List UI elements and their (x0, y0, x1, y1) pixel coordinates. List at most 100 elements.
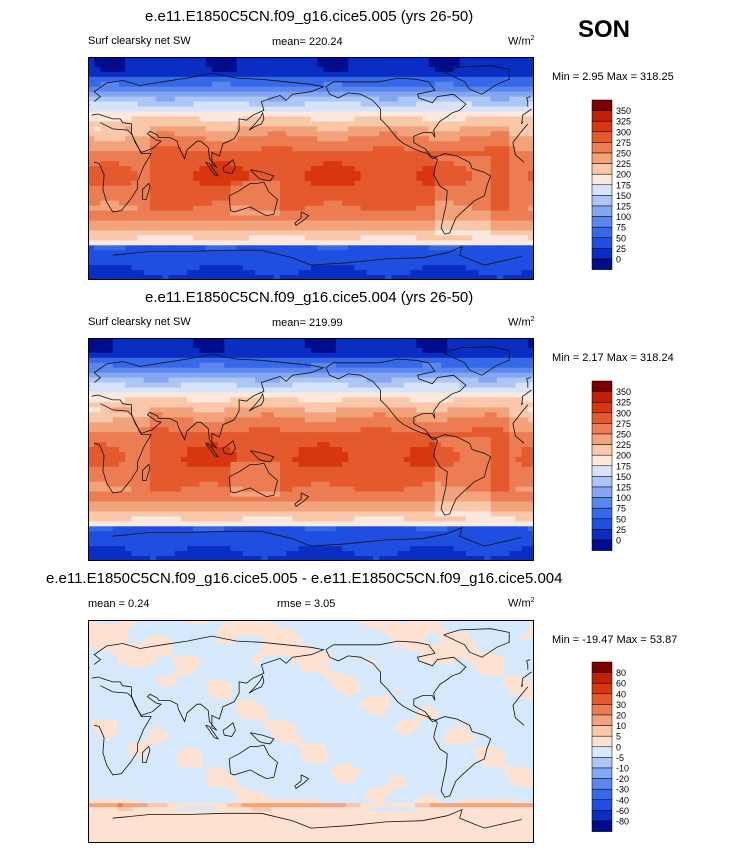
field-cell (267, 235, 275, 241)
field-cell (341, 352, 349, 359)
field-cell (304, 342, 312, 349)
field-cell (174, 342, 182, 349)
field-cell (379, 81, 386, 88)
field-cell (261, 215, 269, 222)
field-cell (422, 442, 430, 448)
field-cell (230, 382, 238, 389)
field-cell (298, 230, 306, 236)
field-cell (484, 200, 492, 207)
field-cell (348, 225, 355, 232)
field-cell (88, 260, 95, 266)
field-cell (187, 352, 194, 359)
field-cell (106, 422, 114, 428)
field-cell (527, 91, 534, 98)
field-cell (304, 437, 312, 443)
coastline-path (521, 108, 532, 124)
field-cell (137, 235, 145, 241)
field-cell (100, 442, 108, 448)
field-cell (397, 427, 405, 433)
field-cell (236, 377, 244, 384)
field-cell (255, 76, 263, 83)
field-cell (465, 71, 473, 78)
field-cell (125, 121, 132, 127)
field-cell (323, 342, 331, 349)
field-cell (372, 190, 380, 197)
field-cell (441, 347, 448, 354)
field-cell (236, 136, 244, 142)
field-cell (193, 407, 201, 413)
field-cell (180, 71, 188, 78)
field-cell (249, 91, 256, 98)
field-cell (168, 367, 176, 374)
field-cell (490, 265, 498, 271)
field-cell (428, 61, 436, 68)
field-cell (391, 131, 399, 137)
field-cell (106, 126, 114, 132)
field-cell (125, 387, 132, 394)
field-cell (379, 235, 386, 241)
field-cell (143, 422, 151, 428)
field-cell (515, 442, 523, 448)
field-cell (478, 215, 486, 222)
field-cell (261, 352, 269, 359)
field-cell (496, 66, 504, 73)
field-cell (515, 397, 523, 404)
field-cell (410, 275, 417, 280)
field-cell (156, 357, 163, 364)
field-cell (211, 170, 219, 177)
field-cell (478, 255, 486, 261)
field-cell (218, 76, 225, 83)
field-cell (100, 61, 108, 68)
field-cell (143, 66, 151, 73)
field-cell (156, 71, 163, 78)
field-cell (218, 161, 225, 167)
field-cell (100, 260, 108, 266)
field-cell (261, 392, 269, 399)
field-cell (416, 170, 424, 177)
field-cell (205, 156, 213, 162)
field-cell (205, 205, 213, 212)
field-cell (416, 387, 424, 394)
field-cell (311, 250, 318, 256)
field-cell (410, 260, 417, 266)
field-cell (391, 76, 399, 83)
field-cell (156, 215, 163, 222)
field-cell (298, 357, 306, 364)
field-cell (131, 136, 139, 142)
field-cell (372, 205, 380, 212)
field-cell (397, 106, 405, 113)
field-cell (236, 265, 244, 271)
field-cell (366, 81, 374, 88)
field-cell (447, 175, 455, 182)
field-cell (137, 151, 145, 157)
field-cell (335, 417, 343, 423)
field-cell (329, 210, 337, 217)
field-cell (180, 200, 188, 207)
field-cell (329, 367, 337, 374)
field-cell (280, 240, 287, 246)
field-cell (156, 240, 163, 246)
field-cell (187, 377, 194, 384)
field-cell (304, 121, 312, 127)
field-cell (453, 240, 461, 246)
field-cell (472, 250, 479, 256)
field-cell (224, 230, 232, 236)
field-cell (348, 362, 355, 369)
field-cell (410, 156, 417, 162)
field-cell (360, 387, 368, 394)
field-cell (478, 377, 486, 384)
field-cell (273, 240, 281, 246)
coastline-path (222, 159, 236, 174)
field-cell (94, 437, 101, 443)
field-cell (521, 338, 529, 344)
field-cell (521, 265, 529, 271)
field-cell (218, 402, 225, 408)
field-cell (156, 417, 163, 423)
field-cell (211, 156, 219, 162)
field-cell (261, 205, 269, 212)
field-cell (391, 126, 399, 132)
field-cell (459, 275, 467, 280)
field-cell (292, 126, 300, 132)
field-cell (422, 275, 430, 280)
field-cell (236, 260, 244, 266)
